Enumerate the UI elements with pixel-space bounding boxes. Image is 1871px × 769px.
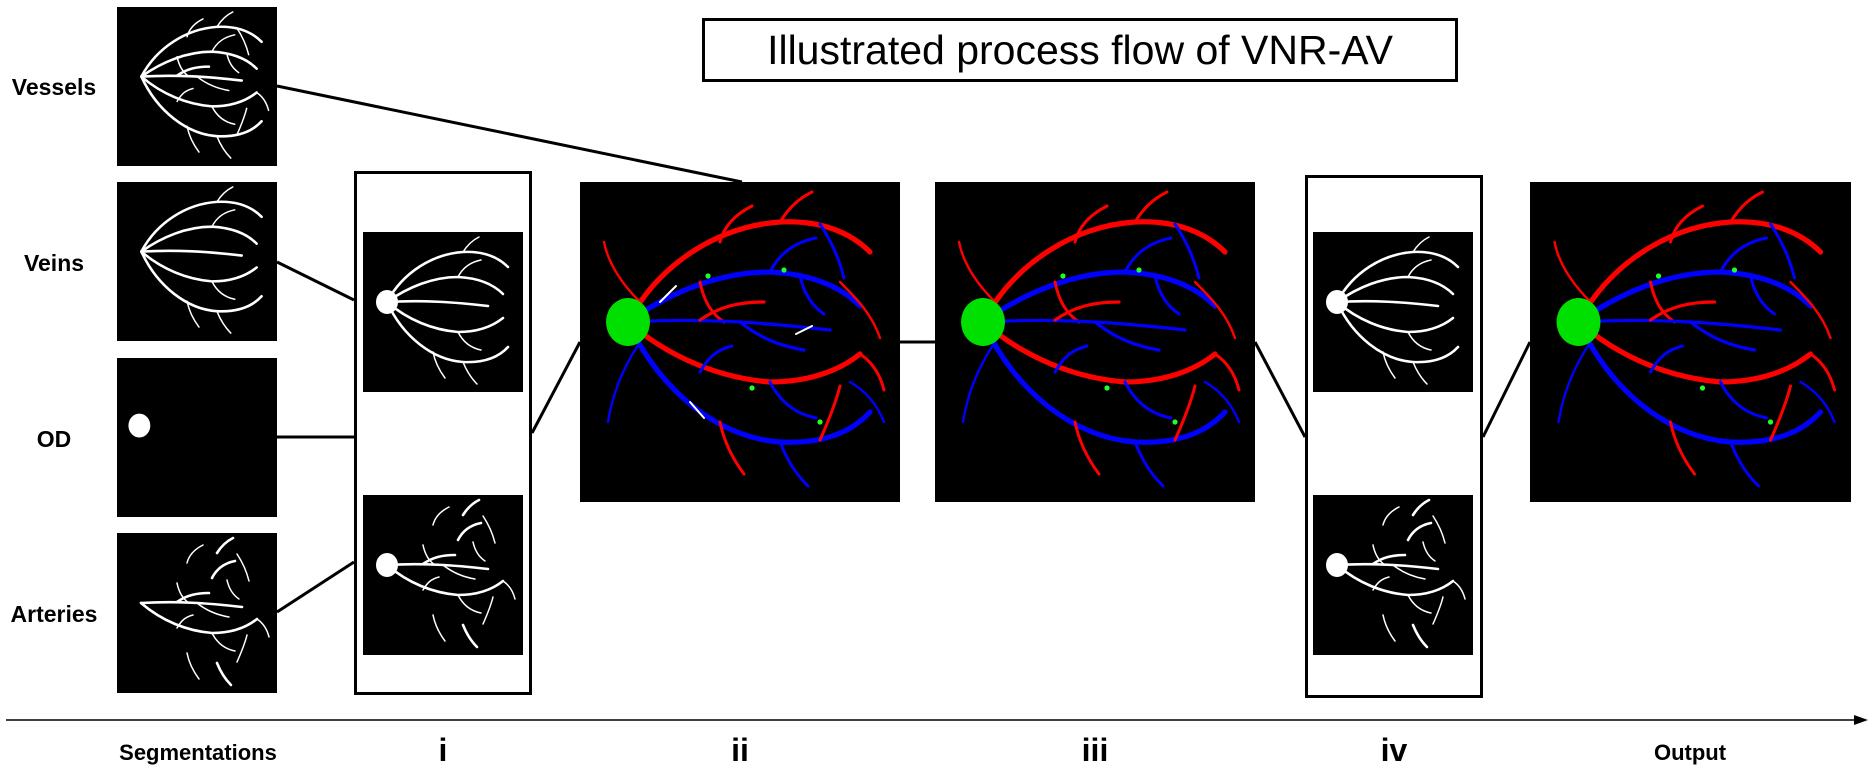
- label-arteries: Arteries: [10, 601, 98, 627]
- vessels-mask: [117, 7, 277, 166]
- stage-label-output: Output: [1653, 740, 1727, 765]
- output-av-map: [1530, 182, 1851, 502]
- stage-ii-av-map: [580, 182, 900, 502]
- stage-iv-arteries-od: [1313, 495, 1473, 655]
- stage-i-veins-od: [363, 232, 523, 392]
- stage-iv-veins-od: [1313, 232, 1473, 392]
- arteries-mask: [117, 533, 277, 693]
- timeline-arrowhead: [1854, 715, 1868, 725]
- stage-iii-av-map: [935, 182, 1255, 502]
- label-od: OD: [36, 426, 72, 452]
- diagram-title: Illustrated process flow of VNR-AV: [702, 18, 1458, 82]
- optic-disc-blob: [128, 413, 151, 438]
- stage-label-iv: iv: [1380, 732, 1408, 768]
- stage-i-arteries-od: [363, 495, 523, 655]
- stage-label-ii: ii: [731, 732, 749, 768]
- stage-label-iii: iii: [1081, 732, 1109, 768]
- label-veins: Veins: [23, 250, 85, 276]
- stage-label-i: i: [438, 732, 448, 768]
- veins-mask: [117, 182, 277, 341]
- od-mask: [117, 358, 277, 517]
- label-vessels: Vessels: [11, 74, 97, 100]
- stage-label-segmentations: Segmentations: [119, 740, 277, 765]
